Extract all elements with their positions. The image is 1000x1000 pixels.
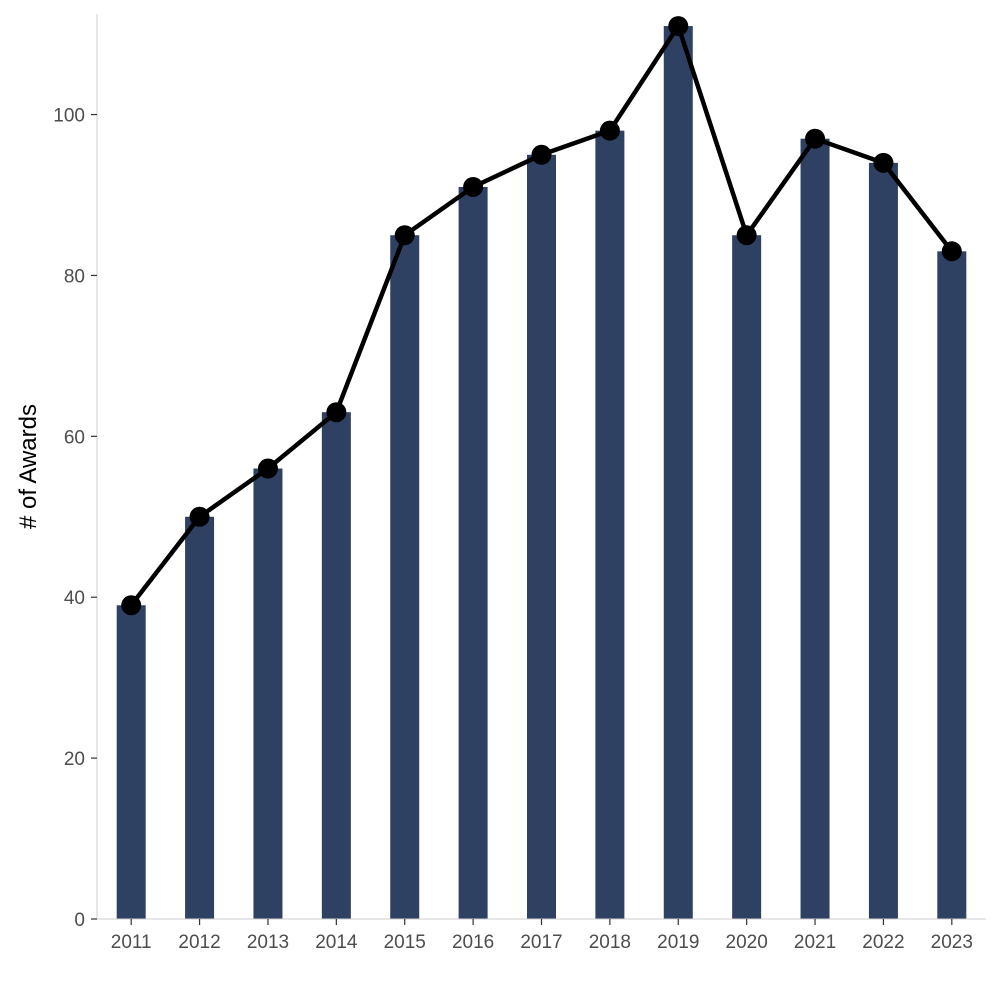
bars-layer — [116, 26, 967, 920]
x-tick-label-2021: 2021 — [794, 932, 836, 953]
x-tick-label-2017: 2017 — [520, 932, 562, 953]
bar-2019 — [663, 26, 693, 920]
point-2020 — [736, 225, 757, 246]
bar-2020 — [732, 235, 762, 919]
x-tick-label-2022: 2022 — [862, 932, 904, 953]
x-tick-label-2013: 2013 — [247, 932, 289, 953]
y-tick-label-40: 40 — [64, 588, 85, 609]
x-tick-label-2016: 2016 — [452, 932, 494, 953]
point-2012 — [189, 506, 210, 527]
y-tick-label-20: 20 — [64, 749, 85, 770]
x-tick-label-2020: 2020 — [726, 932, 768, 953]
y-tick-label-0: 0 — [74, 910, 85, 931]
points-layer — [121, 16, 962, 616]
x-tick-label-2014: 2014 — [315, 932, 358, 953]
x-tick-label-2018: 2018 — [589, 932, 631, 953]
bar-2014 — [321, 412, 351, 919]
x-tick-label-2015: 2015 — [384, 932, 426, 953]
bar-2018 — [595, 130, 625, 920]
x-ticks-layer: 2011 2012 2013 2014 2015 2016 2017 2018 2019 2020… — [111, 919, 973, 953]
point-2014 — [326, 402, 347, 423]
point-2019 — [668, 16, 689, 37]
y-ticks-layer: 0 20 40 60 80 100 — [53, 106, 97, 931]
point-2015 — [394, 225, 415, 246]
point-2022 — [873, 152, 894, 173]
x-tick-label-2011: 2011 — [111, 932, 152, 953]
point-2011 — [121, 595, 142, 616]
point-2018 — [599, 120, 620, 141]
bar-2015 — [390, 235, 420, 919]
bar-2013 — [253, 468, 283, 919]
y-tick-label-100: 100 — [53, 106, 85, 127]
point-2021 — [805, 128, 826, 149]
point-2023 — [941, 241, 962, 262]
point-2016 — [463, 176, 484, 197]
y-tick-label-80: 80 — [64, 266, 85, 287]
y-tick-label-60: 60 — [64, 427, 85, 448]
x-tick-label-2019: 2019 — [657, 932, 699, 953]
point-2013 — [257, 458, 278, 479]
x-tick-label-2012: 2012 — [178, 932, 220, 953]
point-2017 — [531, 144, 552, 165]
bar-2017 — [527, 154, 556, 919]
y-axis-title: # of Awards — [15, 404, 42, 529]
x-tick-label-2023: 2023 — [931, 932, 973, 953]
bar-2011 — [116, 605, 146, 919]
bar-2016 — [458, 186, 488, 919]
bar-2012 — [185, 516, 215, 919]
bar-2022 — [868, 162, 898, 920]
bar-2021 — [800, 138, 830, 919]
bar-2023 — [937, 251, 967, 920]
